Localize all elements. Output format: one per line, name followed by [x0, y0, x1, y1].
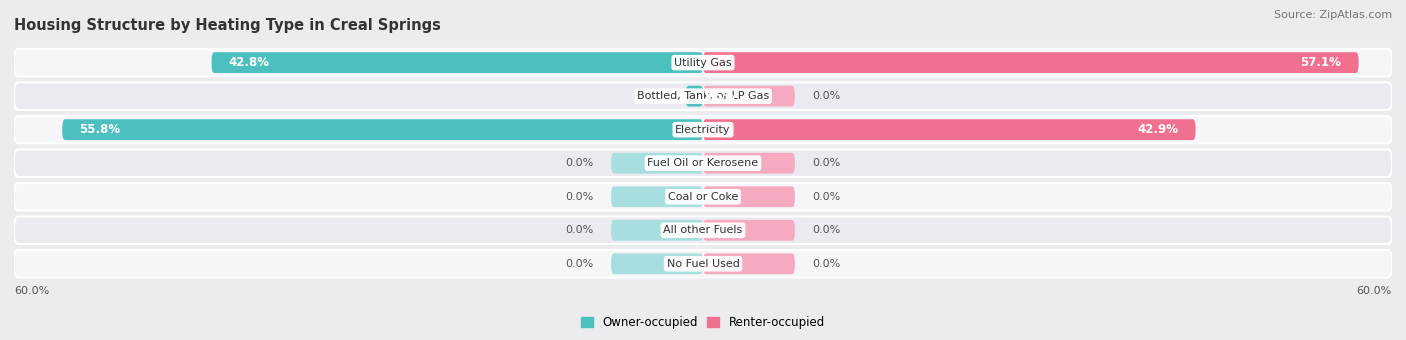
Text: 0.0%: 0.0% [565, 259, 593, 269]
FancyBboxPatch shape [703, 86, 794, 106]
Text: Source: ZipAtlas.com: Source: ZipAtlas.com [1274, 10, 1392, 20]
FancyBboxPatch shape [703, 186, 794, 207]
FancyBboxPatch shape [686, 86, 703, 106]
Text: 57.1%: 57.1% [1301, 56, 1341, 69]
FancyBboxPatch shape [612, 153, 703, 174]
FancyBboxPatch shape [14, 49, 1392, 76]
Text: Electricity: Electricity [675, 125, 731, 135]
Text: 0.0%: 0.0% [813, 192, 841, 202]
Text: 0.0%: 0.0% [813, 91, 841, 101]
Text: 0.0%: 0.0% [813, 158, 841, 168]
Text: 60.0%: 60.0% [14, 286, 49, 295]
FancyBboxPatch shape [703, 220, 794, 241]
Text: Housing Structure by Heating Type in Creal Springs: Housing Structure by Heating Type in Cre… [14, 18, 441, 33]
FancyBboxPatch shape [14, 183, 1392, 210]
Text: 55.8%: 55.8% [80, 123, 121, 136]
FancyBboxPatch shape [211, 52, 703, 73]
Text: 0.0%: 0.0% [565, 192, 593, 202]
FancyBboxPatch shape [703, 153, 794, 174]
FancyBboxPatch shape [14, 150, 1392, 177]
Text: Fuel Oil or Kerosene: Fuel Oil or Kerosene [647, 158, 759, 168]
FancyBboxPatch shape [14, 116, 1392, 143]
Legend: Owner-occupied, Renter-occupied: Owner-occupied, Renter-occupied [576, 311, 830, 334]
Text: Utility Gas: Utility Gas [675, 57, 731, 68]
Text: 0.0%: 0.0% [565, 158, 593, 168]
Text: 60.0%: 60.0% [1357, 286, 1392, 295]
Text: No Fuel Used: No Fuel Used [666, 259, 740, 269]
Text: All other Fuels: All other Fuels [664, 225, 742, 235]
FancyBboxPatch shape [612, 220, 703, 241]
Text: 0.0%: 0.0% [813, 225, 841, 235]
FancyBboxPatch shape [703, 52, 1358, 73]
FancyBboxPatch shape [703, 119, 1195, 140]
Text: 0.0%: 0.0% [565, 225, 593, 235]
FancyBboxPatch shape [612, 186, 703, 207]
Text: Bottled, Tank, or LP Gas: Bottled, Tank, or LP Gas [637, 91, 769, 101]
FancyBboxPatch shape [703, 253, 794, 274]
FancyBboxPatch shape [14, 250, 1392, 277]
Text: 0.0%: 0.0% [813, 259, 841, 269]
Text: Coal or Coke: Coal or Coke [668, 192, 738, 202]
FancyBboxPatch shape [612, 253, 703, 274]
Text: 1.5%: 1.5% [703, 90, 735, 103]
FancyBboxPatch shape [14, 82, 1392, 110]
Text: 42.8%: 42.8% [229, 56, 270, 69]
Text: 42.9%: 42.9% [1137, 123, 1178, 136]
FancyBboxPatch shape [14, 217, 1392, 244]
FancyBboxPatch shape [62, 119, 703, 140]
